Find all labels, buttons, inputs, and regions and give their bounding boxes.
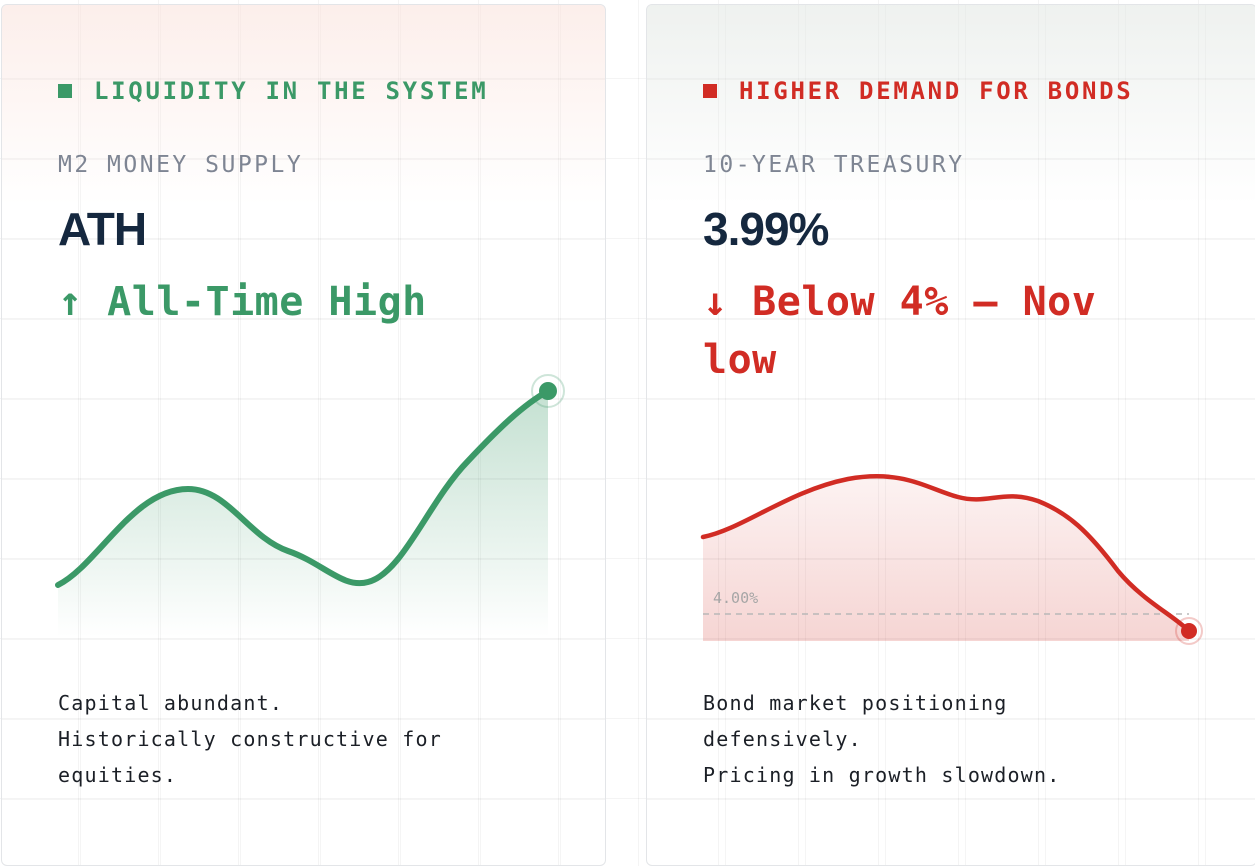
treasury-card: HIGHER DEMAND FOR BONDS 10-YEAR TREASURY… <box>646 4 1255 866</box>
m2-card: LIQUIDITY IN THE SYSTEM M2 MONEY SUPPLY … <box>1 4 606 866</box>
card-note: Capital abundant. Historically construct… <box>58 685 442 793</box>
endpoint-marker <box>539 382 557 400</box>
metric-change: ↑ All-Time High <box>58 279 427 325</box>
chart-area <box>703 476 1189 641</box>
m2-sparkline-chart <box>55 374 565 637</box>
metric-value: ATH <box>58 203 147 255</box>
chart-line <box>700 474 1192 634</box>
note-line: Historically constructive for <box>58 727 442 751</box>
endpoint-halo <box>531 374 565 408</box>
endpoint-halo <box>1175 617 1203 645</box>
treasury-sparkline-chart: 4.00% <box>700 474 1203 645</box>
metric-change: ↓ Below 4% — Nov low <box>703 279 1097 383</box>
card-eyebrow: LIQUIDITY IN THE SYSTEM <box>58 77 488 105</box>
chart-area <box>58 391 548 637</box>
reference-label: 4.00% <box>713 589 758 607</box>
card-note: Bond market positioning defensively. Pri… <box>703 685 1061 793</box>
metric-label: M2 MONEY SUPPLY <box>58 152 304 178</box>
card-eyebrow: HIGHER DEMAND FOR BONDS <box>703 77 1133 105</box>
note-line: defensively. <box>703 727 862 751</box>
note-line: Pricing in growth slowdown. <box>703 763 1061 787</box>
chart-line <box>55 388 551 588</box>
metric-label: 10-YEAR TREASURY <box>703 152 965 178</box>
note-line: equities. <box>58 763 178 787</box>
red-square-icon <box>703 84 717 98</box>
eyebrow-text: LIQUIDITY IN THE SYSTEM <box>94 77 489 105</box>
note-line: Bond market positioning <box>703 691 1008 715</box>
endpoint-marker <box>1181 623 1197 639</box>
metric-value: 3.99% <box>703 203 829 255</box>
eyebrow-text: HIGHER DEMAND FOR BONDS <box>739 77 1134 105</box>
green-square-icon <box>58 84 72 98</box>
note-line: Capital abundant. <box>58 691 284 715</box>
